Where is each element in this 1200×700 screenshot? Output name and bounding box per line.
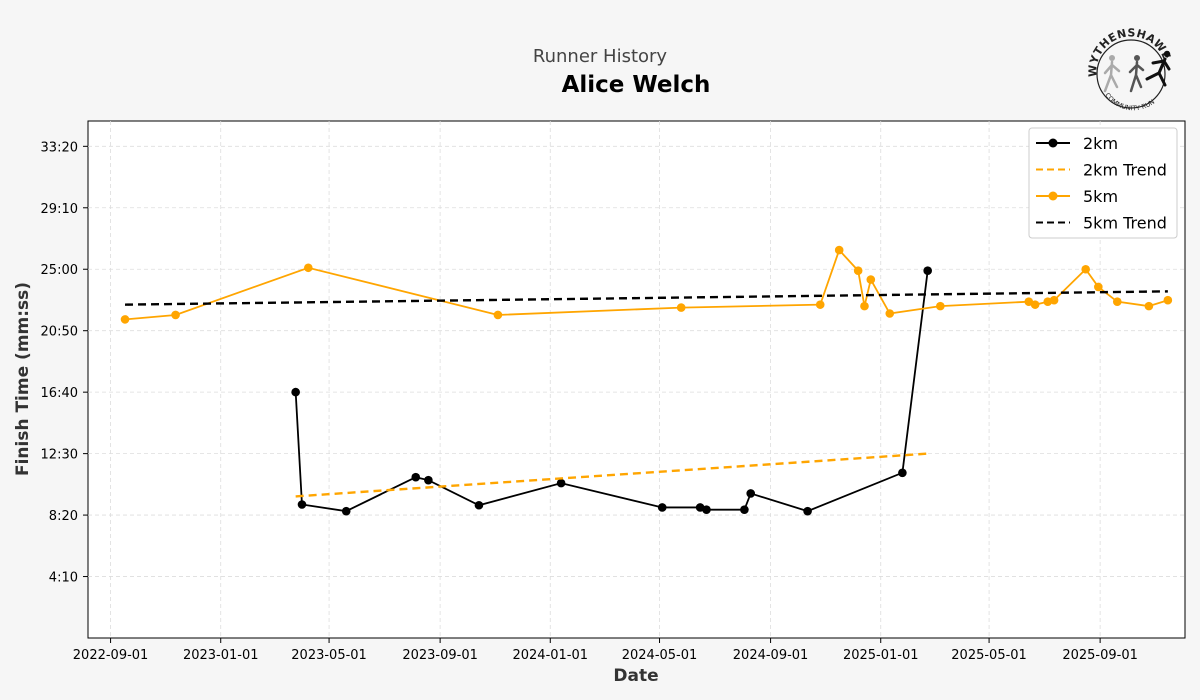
chart-title: Alice Welch [561,72,711,98]
y-tick-label: 25:00 [41,263,78,278]
2km-point [556,478,566,488]
chart-subtitle: Runner History [532,46,668,67]
x-tick-label: 2022-09-01 [73,648,149,663]
2km-point [898,468,907,478]
y-tick-label: 16:40 [41,386,78,401]
5km-point [304,263,313,273]
x-tick-label: 2025-09-01 [1062,648,1138,663]
legend-label-2km-trend: 2km Trend [1083,161,1167,180]
5km-point [815,300,825,309]
5km-point [1163,295,1173,305]
5km-point [1112,297,1122,306]
5km-point [936,301,945,311]
legend-box [1028,127,1178,239]
series-layer [120,245,1173,516]
2km-point [746,489,756,498]
2km-point [424,475,433,485]
x-tick-label: 2024-09-01 [733,648,809,663]
legend-marker-5km [1048,191,1058,201]
2km-point [297,500,307,509]
2km-point [291,387,300,397]
2km-point [702,505,711,514]
y-axis-ticks: 4:10 8:20 12:30 16:40 20:50 25:00 29:10 33:20 [41,140,88,586]
legend-label-5km-trend: 5km Trend [1083,214,1167,233]
2km-point [657,503,667,512]
5km-trend-line [125,290,1168,306]
x-tick-label: 2023-09-01 [402,648,478,663]
5km-point [860,301,869,311]
2km-point [923,266,932,276]
5km-point [171,310,180,320]
5km-point [834,245,844,255]
legend-label-5km: 5km [1083,187,1118,206]
5km-point [1049,295,1059,305]
y-axis-label: Finish Time (mm:ss) [13,282,33,476]
plot-area [87,120,1186,639]
y-tick-label: 8:20 [49,509,78,524]
y-tick-label: 12:30 [41,448,78,463]
5km-point [885,309,895,318]
legend-label-2km: 2km [1083,134,1118,153]
runner-light-icon [1103,55,1121,93]
5km-point [1144,301,1154,311]
x-tick-label: 2023-05-01 [291,648,367,663]
5km-point [493,310,503,320]
x-tick-label: 2025-05-01 [951,648,1027,663]
legend-marker-2km [1048,138,1058,148]
5km-point [1094,282,1103,292]
y-tick-label: 4:10 [49,571,78,586]
x-tick-label: 2024-01-01 [512,648,588,663]
x-axis-ticks: 2022-09-01 2023-01-01 2023-05-01 2023-09-01… [73,638,1138,663]
5km-point [120,315,130,324]
5km-point [1030,300,1040,309]
runner-dark-icon [1145,50,1171,87]
grid-lines [88,121,1185,638]
y-tick-label: 20:50 [41,325,78,340]
x-axis-label: Date [613,666,658,686]
x-tick-label: 2023-01-01 [183,648,259,663]
2km-point [411,472,421,482]
y-tick-label: 33:20 [41,140,78,155]
x-tick-label: 2025-01-01 [843,648,919,663]
y-tick-label: 29:10 [41,202,78,217]
2km-point [803,506,812,516]
legend: 2km 2km Trend 5km 5km Trend [1028,127,1178,239]
x-tick-label: 2024-05-01 [622,648,698,663]
5km-point [1081,264,1090,274]
5km-point [866,275,876,284]
runner-mid-icon [1128,55,1145,93]
2km-point [474,500,484,510]
5km-point [676,303,686,312]
2km-point [341,506,351,516]
wythenshawe-logo: WYTHENSHAWE COMMUNITY RUN [1086,26,1172,112]
5km-point [853,266,863,276]
2km-trend-line [295,452,928,498]
2km-point [740,505,749,514]
